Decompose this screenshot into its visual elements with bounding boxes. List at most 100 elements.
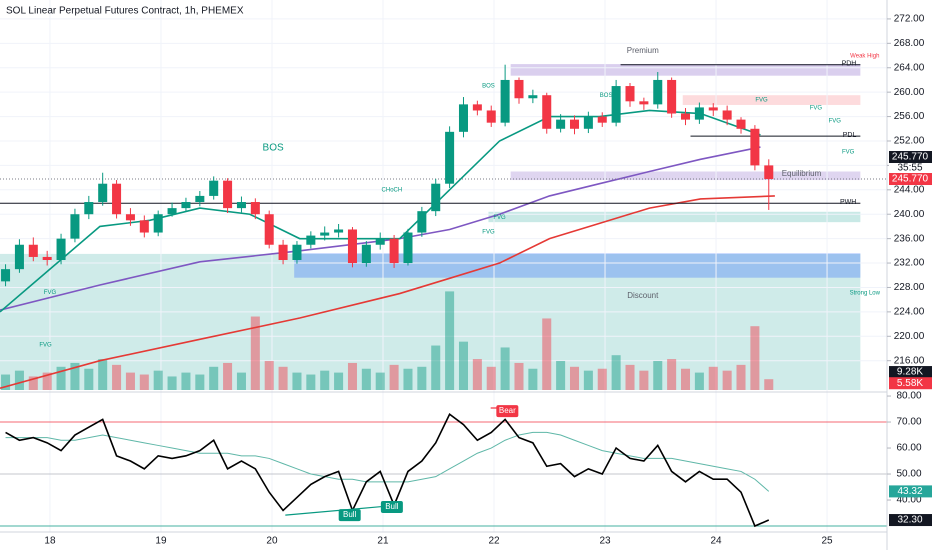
rsi-tag-bg [889, 485, 932, 498]
x-tick-label: 19 [155, 536, 167, 547]
candle-body [389, 238, 399, 264]
candle-body [764, 165, 774, 180]
candle-body [28, 244, 38, 257]
candle-body [694, 107, 704, 120]
candle-body [139, 220, 149, 233]
candle-body [347, 229, 357, 264]
candle-body [264, 214, 274, 245]
candle-body [125, 214, 135, 221]
volume-tag-bg [889, 366, 932, 379]
volume-bar [334, 372, 344, 390]
volume-bar [84, 368, 94, 390]
candle-body [195, 195, 205, 203]
x-tick-label: 23 [599, 536, 611, 547]
rsi-line [5, 413, 770, 528]
divergence-line [285, 505, 389, 516]
candle-body [486, 110, 496, 123]
y-tick-label: 228.00 [894, 282, 925, 293]
annotation: Equilibrium [782, 169, 822, 178]
candle-body [445, 131, 455, 184]
volume-tag-bg [889, 377, 932, 390]
volume-bar [223, 362, 233, 390]
candle-body [556, 119, 566, 129]
volume-bar [625, 364, 635, 390]
volume-bar [209, 366, 219, 390]
y-tick-label: 268.00 [894, 38, 925, 49]
signal-label: Bull [343, 510, 357, 519]
volume-bar [583, 370, 593, 390]
candle-body [625, 86, 635, 102]
price-pane: PDH PDL PWH BOS BOS BOS CHoCH Premium Equilibriu… [0, 0, 887, 532]
candle-body [167, 208, 177, 215]
y-tick-label: 60.00 [896, 443, 921, 454]
annotation: BOS [263, 143, 284, 154]
annotation: FVG [842, 150, 855, 156]
rsi-tag: 32.30 [897, 515, 922, 526]
annotation: FVG [810, 106, 823, 112]
candle-body [542, 95, 552, 129]
candle-body [375, 238, 385, 245]
y-tick-label: 216.00 [894, 355, 925, 366]
level-label: PWH [840, 199, 856, 206]
signal-label-bg [380, 501, 403, 514]
volume-bar [361, 368, 371, 390]
volume-bar [514, 362, 524, 390]
volume-bar [542, 318, 552, 390]
volume-bar [667, 359, 677, 390]
volume-bar [112, 364, 122, 390]
candle-body [611, 86, 621, 123]
volume-bar [375, 372, 385, 390]
annotation: Strong Low [850, 291, 881, 297]
candle-body [500, 79, 510, 123]
zone [294, 253, 861, 278]
candle-body [417, 211, 427, 233]
volume-bar [445, 291, 455, 390]
annotation: FVG [482, 230, 495, 236]
chart-title: SOL Linear Perpetual Futures Contract, 1… [6, 6, 244, 17]
volume-bar [278, 366, 288, 390]
candle-body [223, 180, 233, 209]
volume-bar [458, 341, 468, 390]
countdown-bg [889, 163, 932, 174]
volume-bar [722, 370, 732, 390]
volume-bar [125, 372, 135, 390]
annotation: Premium [627, 46, 659, 55]
candle-body [98, 183, 108, 203]
volume-bar [764, 379, 774, 390]
candle-body [431, 183, 441, 212]
zone [510, 64, 861, 76]
candle-body [722, 110, 732, 120]
candle-body [583, 116, 593, 129]
x-tick-label: 21 [377, 536, 389, 547]
volume-bar [42, 372, 52, 390]
x-tick-label: 24 [710, 536, 722, 547]
volume-bar [70, 362, 80, 390]
y-tick-label: 236.00 [894, 233, 925, 244]
x-tick-label: 20 [266, 536, 278, 547]
annotation: FVG [829, 118, 842, 124]
volume-bar [1, 374, 11, 390]
annotation: FVG [39, 342, 52, 348]
volume-bar [681, 368, 691, 390]
y-tick-label: 224.00 [894, 307, 925, 318]
volume-bar [236, 372, 246, 390]
price-tag: 245.770 [892, 174, 929, 185]
candle-body [70, 214, 80, 239]
rsi-line [5, 431, 770, 492]
annotation: CHoCH [382, 187, 403, 193]
signal-label-bg [338, 509, 361, 522]
annotation: BOS [482, 84, 495, 90]
volume-bar [167, 376, 177, 390]
rsi-tag-bg [889, 514, 932, 527]
annotation: Discount [627, 291, 659, 300]
rsi-pane: Bull Bull Bear [0, 405, 887, 528]
y-tick-label: 232.00 [894, 258, 925, 269]
volume-bar [611, 355, 621, 390]
moving-average [0, 195, 775, 389]
level-label: PDL [843, 132, 857, 139]
candle-body [736, 119, 746, 129]
candle-body [514, 79, 524, 99]
axes: 216.00 220.00 224.00 228.00 232.00 236.00 240.… [44, 14, 932, 547]
candle-body [681, 113, 691, 120]
